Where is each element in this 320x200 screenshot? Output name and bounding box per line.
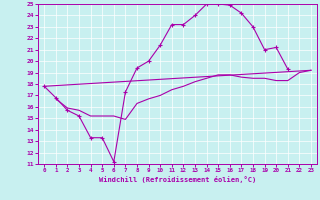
X-axis label: Windchill (Refroidissement éolien,°C): Windchill (Refroidissement éolien,°C) (99, 176, 256, 183)
